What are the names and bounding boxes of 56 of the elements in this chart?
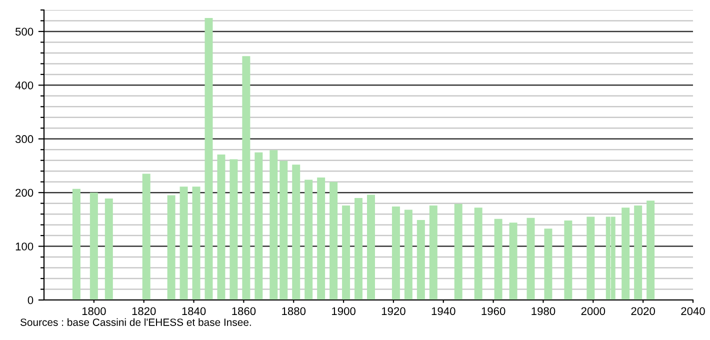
bar (544, 228, 552, 300)
x-tick-label: 2020 (631, 307, 656, 316)
bar (167, 195, 176, 300)
x-tick-label: 1940 (432, 307, 456, 316)
bar (180, 186, 188, 300)
bar (454, 204, 462, 300)
bar (634, 205, 642, 300)
bar (292, 164, 300, 300)
bar (564, 220, 572, 300)
x-tick-label: 1860 (232, 307, 256, 316)
y-tick-label: 300 (15, 135, 34, 144)
bar (304, 180, 313, 300)
bar (367, 194, 375, 300)
bar (204, 18, 213, 300)
bar (342, 205, 350, 300)
x-tick-label: 2040 (681, 307, 705, 316)
x-tick-label: 1920 (382, 307, 406, 316)
x-tick-label: 1840 (182, 307, 206, 316)
x-tick-label: 1820 (132, 307, 156, 316)
bar (72, 188, 80, 300)
y-tick-label: 200 (16, 188, 34, 197)
bar (270, 150, 278, 300)
bar (509, 222, 518, 300)
y-tick-label: 100 (16, 242, 34, 250)
bar (392, 206, 400, 300)
x-tick-label: 1900 (332, 307, 356, 316)
y-tick-label: 0 (28, 296, 34, 304)
y-tick-label: 400 (15, 81, 34, 90)
bar (404, 210, 412, 300)
bar (586, 216, 595, 300)
bar (280, 160, 288, 300)
bar (217, 154, 226, 300)
bar (429, 205, 438, 300)
x-tick-label: 2000 (581, 307, 606, 316)
bar (354, 198, 363, 300)
bar (192, 186, 200, 300)
bar (142, 174, 150, 300)
bar (230, 159, 238, 300)
source-note: Sources : base Cassini de l'EHESS et base Insee. (20, 318, 251, 326)
bar (330, 182, 338, 300)
bar (242, 56, 250, 300)
bar (474, 208, 482, 300)
bar (416, 220, 425, 300)
bar (104, 198, 113, 300)
x-tick-label: 1880 (282, 307, 306, 316)
bar (317, 178, 326, 300)
bar (494, 218, 502, 300)
bar (646, 200, 655, 300)
bar (90, 192, 98, 300)
x-tick-label: 1980 (532, 307, 556, 316)
x-tick-label: 1960 (482, 307, 506, 316)
x-tick-label: 1800 (82, 307, 106, 316)
bar (526, 218, 535, 300)
bar (254, 152, 263, 300)
y-tick-label: 500 (15, 28, 34, 36)
bar (622, 208, 630, 300)
